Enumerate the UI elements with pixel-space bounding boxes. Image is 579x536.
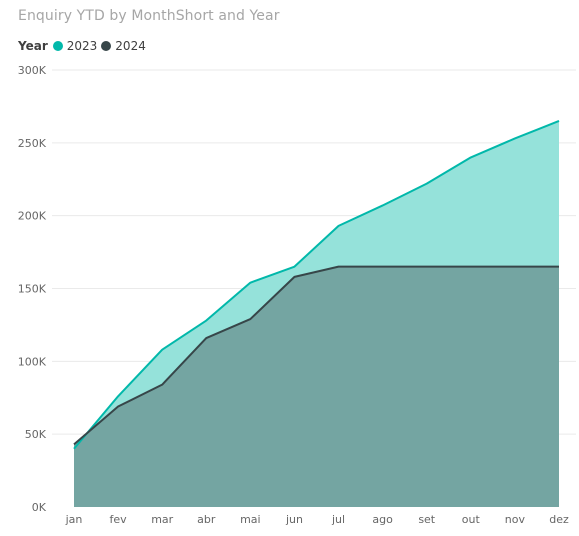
legend-dot-2023 bbox=[52, 41, 63, 51]
area-2024 bbox=[74, 266, 559, 507]
x-tick-label: mai bbox=[240, 513, 261, 526]
x-tick-label: jun bbox=[285, 513, 303, 526]
x-tick-label: fev bbox=[110, 513, 128, 526]
legend-label-2023: 2023 bbox=[66, 39, 98, 53]
x-tick-label: jan bbox=[65, 513, 83, 526]
chart-title: Enquiry YTD by MonthShort and Year bbox=[18, 8, 280, 24]
x-axis: jan fev mar abr mai jun jul ago set out nov dez bbox=[65, 513, 569, 526]
legend-dot-2024 bbox=[101, 41, 112, 51]
line-series bbox=[73, 120, 560, 450]
y-tick-label: 50K bbox=[25, 428, 47, 441]
y-tick-label: 0K bbox=[32, 501, 47, 514]
legend-label-2024: 2024 bbox=[115, 39, 146, 53]
x-tick-label: ago bbox=[372, 513, 393, 526]
x-tick-label: nov bbox=[505, 513, 526, 526]
line-2023[interactable] bbox=[73, 120, 560, 450]
x-tick-label: abr bbox=[197, 513, 216, 526]
legend-item-2024[interactable]: 2024 bbox=[101, 39, 146, 53]
x-tick-label: out bbox=[462, 513, 481, 526]
legend-title: Year bbox=[18, 39, 48, 53]
line-2024[interactable] bbox=[73, 265, 559, 446]
x-tick-label: mar bbox=[151, 513, 173, 526]
legend-item-2023[interactable]: 2023 bbox=[52, 39, 98, 53]
y-tick-label: 100K bbox=[18, 355, 47, 368]
x-tick-label: dez bbox=[549, 513, 569, 526]
y-tick-label: 250K bbox=[18, 137, 47, 150]
x-tick-label: jul bbox=[331, 513, 345, 526]
y-tick-label: 200K bbox=[18, 210, 47, 223]
y-tick-label: 300K bbox=[18, 64, 47, 77]
legend: Year 2023 2024 bbox=[18, 37, 150, 55]
y-axis: 0K 50K 100K 150K 200K 250K 300K bbox=[18, 64, 47, 514]
y-tick-label: 150K bbox=[18, 283, 47, 296]
x-tick-label: set bbox=[418, 513, 435, 526]
area-series bbox=[74, 120, 559, 507]
